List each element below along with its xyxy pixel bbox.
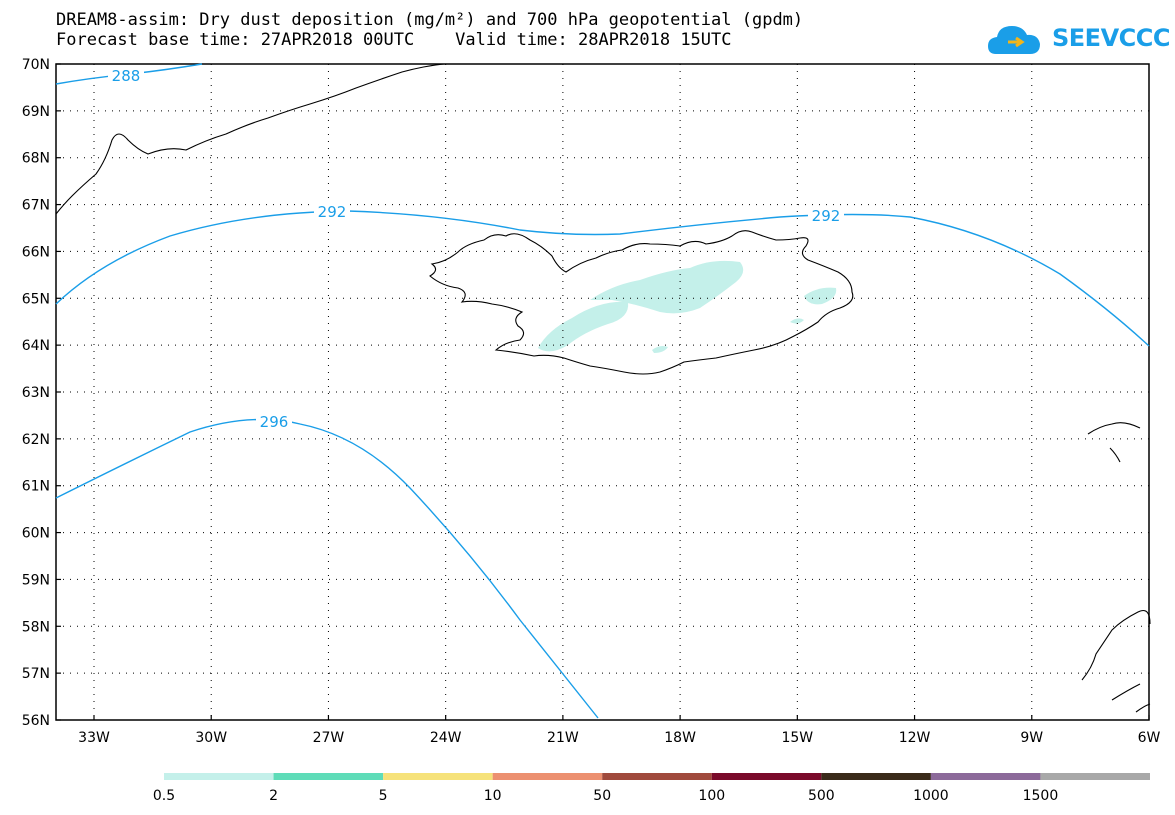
lat-label: 65N: [22, 291, 50, 307]
legend-swatch: [492, 773, 603, 780]
legend-label: 10: [484, 788, 502, 804]
graticule: [56, 64, 1149, 720]
greenland-coast: [55, 63, 445, 215]
iceland-coast: [429, 230, 854, 375]
dust-area-east: [804, 287, 837, 305]
contour-labels: 288 292 292 296: [108, 66, 844, 431]
forecast-times: Forecast base time: 27APR2018 00UTC Vali…: [56, 30, 732, 50]
lat-label: 61N: [22, 479, 50, 495]
legend-label: 1000: [913, 788, 949, 804]
lon-label: 21W: [547, 730, 579, 746]
lat-label: 70N: [22, 57, 50, 73]
lat-label: 62N: [22, 432, 50, 448]
lat-label: 63N: [22, 385, 50, 401]
contour-label-288: 288: [112, 67, 141, 85]
logo-text: SEEVCCC: [1052, 24, 1171, 52]
legend-label: 5: [379, 788, 388, 804]
lon-label: 12W: [899, 730, 931, 746]
longitude-labels: 33W 30W 27W 24W 21W 18W 15W 12W 9W 6W: [78, 730, 1160, 746]
lat-label: 69N: [22, 104, 50, 120]
lon-label: 18W: [664, 730, 696, 746]
legend-swatch: [711, 773, 822, 780]
legend-swatch: [930, 773, 1041, 780]
lon-label: 9W: [1020, 730, 1043, 746]
contour-label-292-east: 292: [812, 207, 841, 225]
legend-label: 2: [269, 788, 278, 804]
legend-label: 50: [593, 788, 611, 804]
dust-area-central: [590, 260, 744, 314]
legend-label: 500: [808, 788, 835, 804]
lon-label: 6W: [1138, 730, 1161, 746]
lat-label: 60N: [22, 526, 50, 542]
latitude-labels: 70N 69N 68N 67N 66N 65N 64N 63N 62N 61N 60N 59N 58N 5…: [22, 57, 50, 729]
legend-label: 0.5: [153, 788, 175, 804]
legend-label: 100: [698, 788, 725, 804]
contour-line-292: [55, 210, 1150, 347]
lon-label: 24W: [430, 730, 462, 746]
lon-label: 30W: [195, 730, 227, 746]
lat-label: 57N: [22, 666, 50, 682]
lat-label: 67N: [22, 198, 50, 214]
legend-swatch: [383, 773, 493, 780]
legend-swatch: [164, 773, 274, 780]
dust-deposition-areas: [538, 260, 837, 353]
legend-swatch: [1040, 773, 1150, 780]
lat-label: 59N: [22, 572, 50, 588]
legend-label: 1500: [1023, 788, 1059, 804]
faroe-islands: [1087, 422, 1141, 463]
color-legend: 0.5 2 5 10 50 100 500 1000 1500: [153, 773, 1150, 804]
geopotential-contours: [55, 63, 1150, 719]
cloud-icon: [988, 26, 1040, 54]
contour-line-296: [55, 418, 599, 719]
chart-title: DREAM8-assim: Dry dust deposition (mg/m²…: [56, 10, 804, 30]
lat-label: 68N: [22, 151, 50, 167]
dust-area-west: [538, 301, 629, 352]
contour-label-292-west: 292: [318, 203, 347, 221]
lat-label: 66N: [22, 244, 50, 260]
legend-swatch: [602, 773, 712, 780]
legend-swatch: [821, 773, 931, 780]
lat-label: 56N: [22, 713, 50, 729]
lon-label: 27W: [313, 730, 345, 746]
lat-label: 58N: [22, 619, 50, 635]
legend-swatch: [273, 773, 384, 780]
dust-area-southeast: [790, 318, 804, 324]
lon-label: 33W: [78, 730, 110, 746]
dust-area-south: [652, 346, 668, 353]
lon-label: 15W: [781, 730, 813, 746]
lat-label: 64N: [22, 338, 50, 354]
coastlines: [55, 63, 1151, 713]
contour-label-296: 296: [260, 413, 289, 431]
scotland-coast: [1081, 609, 1151, 713]
axis-ticks: [56, 63, 1150, 721]
